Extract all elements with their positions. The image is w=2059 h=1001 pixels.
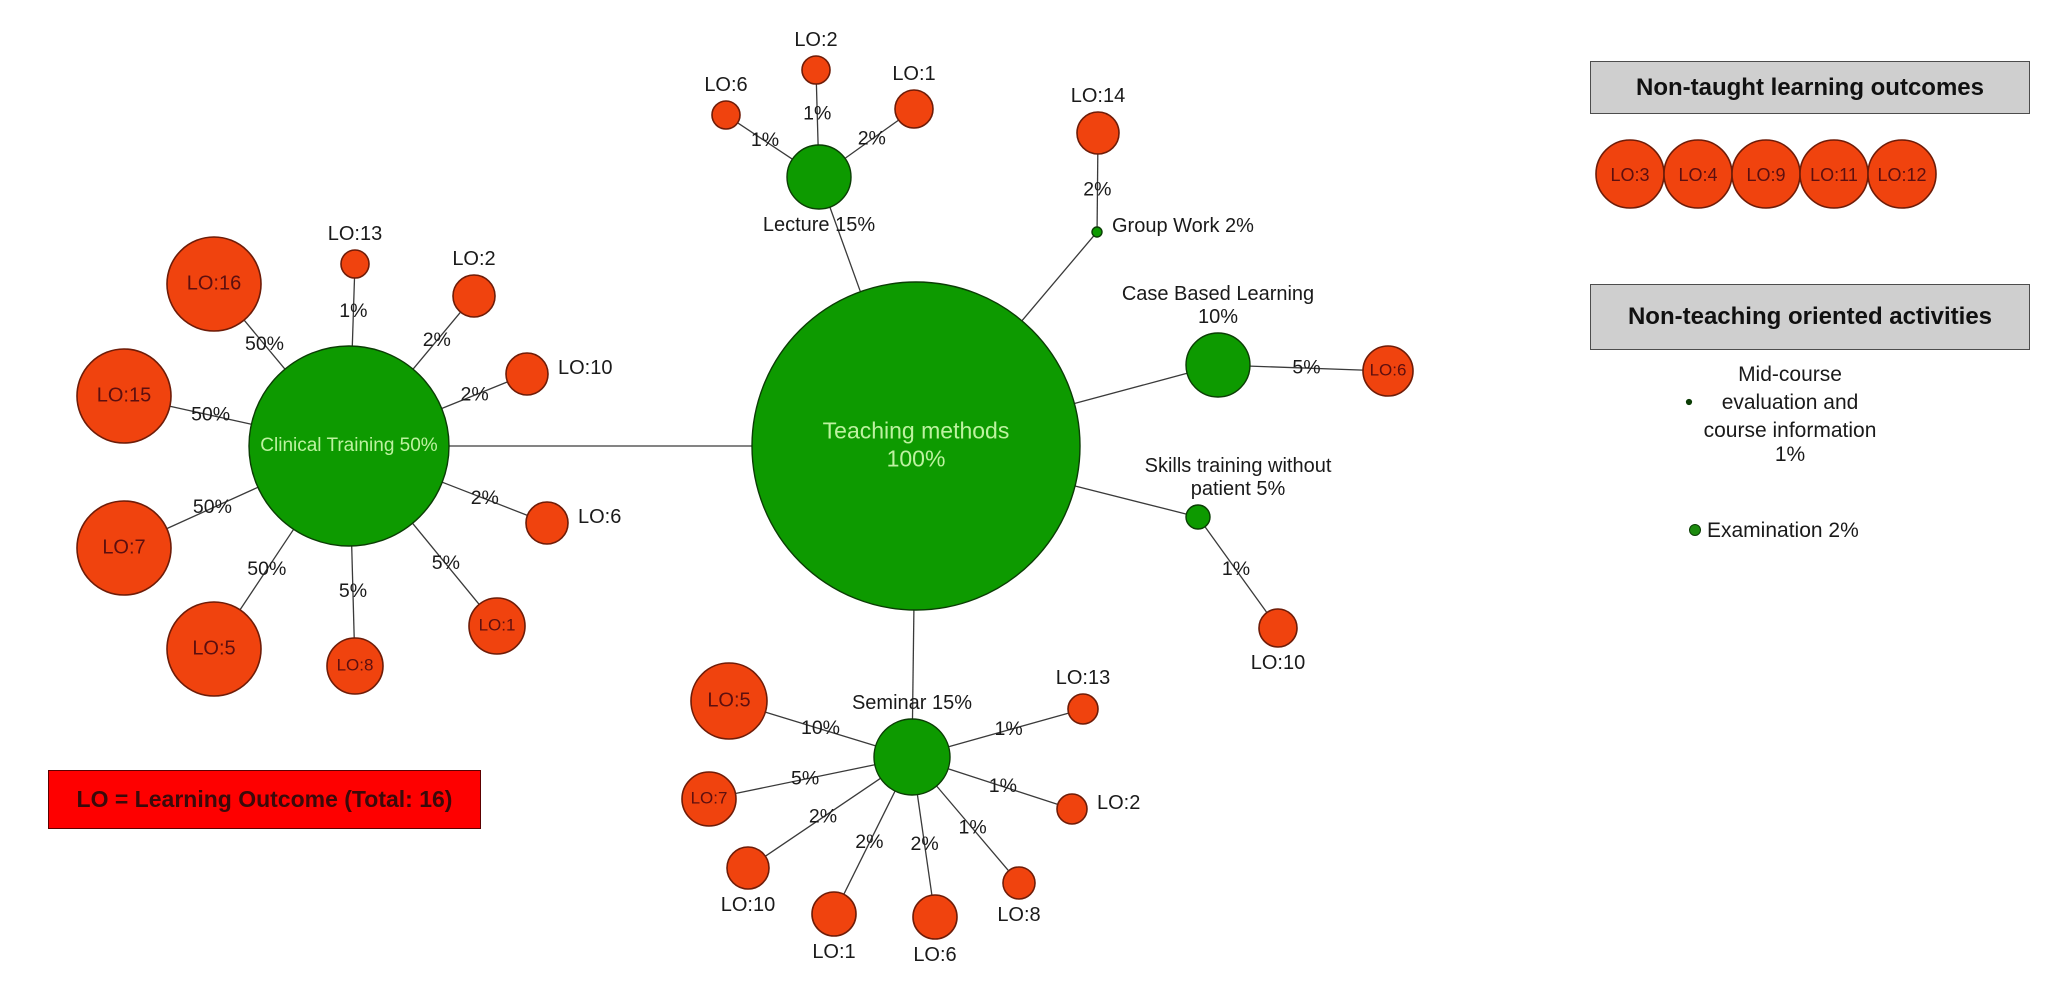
svg-text:Examination 2%: Examination 2%: [1707, 519, 1859, 542]
svg-text:evaluation and: evaluation and: [1722, 391, 1859, 414]
svg-text:Mid-course: Mid-course: [1738, 363, 1842, 386]
svg-text:1%: 1%: [1775, 443, 1805, 466]
svg-text:course information: course information: [1704, 419, 1877, 442]
